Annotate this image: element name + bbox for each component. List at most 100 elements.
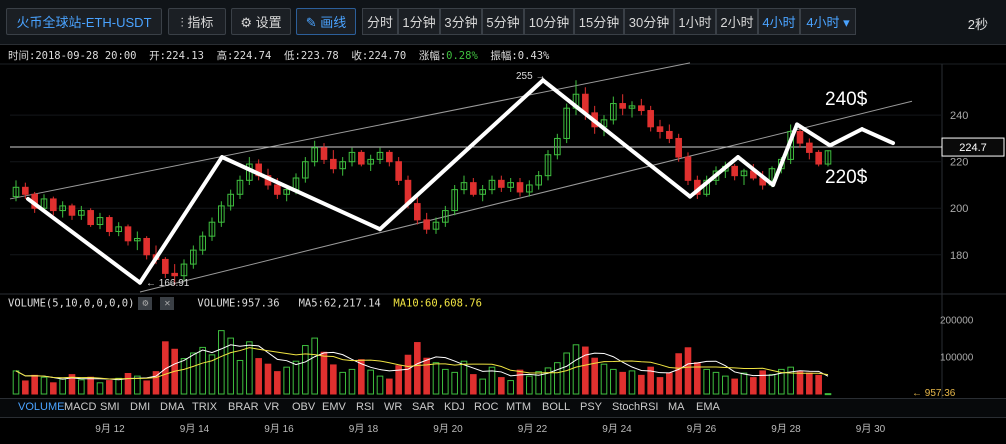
volume-bar <box>684 347 692 395</box>
period-label: 5分钟 <box>486 15 520 30</box>
volume-bar <box>208 354 216 395</box>
candle-body <box>171 272 178 277</box>
close-icon[interactable]: ✕ <box>160 297 175 310</box>
volume-bar <box>22 380 29 395</box>
period-tab-2[interactable]: 3分钟 <box>440 8 482 35</box>
volume-bar <box>703 368 710 395</box>
volume-bar <box>591 357 598 395</box>
candle-body <box>470 182 477 195</box>
candle-body <box>152 254 160 260</box>
indicator-tab-dmi[interactable]: DMI <box>130 401 151 413</box>
indicator-tab-trix[interactable]: TRIX <box>192 401 218 413</box>
draw-label: 画线 <box>320 15 347 30</box>
indicator-tab-macd[interactable]: MACD <box>64 401 97 413</box>
volume-tick-label: 200000 <box>940 315 974 326</box>
indicator-tab-ema[interactable]: EMA <box>696 401 720 413</box>
indicator-tab-roc[interactable]: ROC <box>474 401 499 413</box>
draw-button[interactable]: ✎ 画线 <box>296 8 356 35</box>
price-tick-label: 220 <box>950 157 968 169</box>
volume-bar <box>451 371 458 395</box>
volume-bar <box>535 371 542 395</box>
candle-body <box>320 147 328 160</box>
volume-bar <box>395 365 402 395</box>
volume-bar <box>40 376 48 395</box>
volume-ma10: MA10:60,608.76 <box>393 297 482 310</box>
indicator-tab-ma[interactable]: MA <box>668 401 685 413</box>
indicator-tab-mtm[interactable]: MTM <box>506 401 532 413</box>
period-tab-0[interactable]: 分时 <box>362 8 398 35</box>
period-tab-3[interactable]: 5分钟 <box>482 8 524 35</box>
indicator-tab-smi[interactable]: SMI <box>100 401 120 413</box>
trend-arrow-segment <box>688 155 740 199</box>
period-tab-4[interactable]: 10分钟 <box>524 8 574 35</box>
volume-bar <box>124 373 132 395</box>
indicator-tab-brar[interactable]: BRAR <box>228 401 259 413</box>
indicator-tab-emv[interactable]: EMV <box>322 401 346 413</box>
period-tab-8[interactable]: 2小时 <box>716 8 758 35</box>
indicator-tab-vr[interactable]: VR <box>264 401 280 413</box>
volume-bar <box>572 344 580 395</box>
volume-bar <box>526 375 533 395</box>
target-low-label: 220$ <box>825 167 868 188</box>
trend-arrow-segment <box>138 155 224 285</box>
symbol-selector[interactable]: 火币全球站-ETH-USDT <box>6 8 162 35</box>
volume-bar <box>675 353 682 395</box>
indicator-tab-dma[interactable]: DMA <box>160 401 185 413</box>
candle-body <box>694 179 701 195</box>
indicator-button[interactable]: ⫶ 指标 <box>168 8 226 35</box>
trend-arrow-segment <box>860 127 895 146</box>
volume-bar <box>134 375 141 395</box>
indicator-tab-sar[interactable]: SAR <box>412 401 435 413</box>
period-tab-5[interactable]: 15分钟 <box>574 8 624 35</box>
indicator-tab-obv[interactable]: OBV <box>292 401 316 413</box>
candle-body <box>190 249 197 265</box>
period-tab-1[interactable]: 1分钟 <box>398 8 440 35</box>
candle-body <box>22 186 29 195</box>
period-tab-7[interactable]: 1小时 <box>674 8 716 35</box>
indicator-tab-boll[interactable]: BOLL <box>542 401 571 413</box>
volume-bar <box>600 363 608 395</box>
volume-bar <box>731 378 738 395</box>
volume-bar <box>404 354 412 395</box>
volume-bar <box>778 368 785 395</box>
gear-icon[interactable]: ⚙ <box>138 297 153 310</box>
candle-body <box>535 175 542 186</box>
volume-bar <box>740 372 748 395</box>
trend-arrow-segment <box>220 155 382 232</box>
volume-bar <box>694 362 701 395</box>
candle-body <box>264 175 272 186</box>
volume-bar <box>143 380 150 395</box>
period-tab-9[interactable]: 4小时 <box>758 8 800 35</box>
candle-body <box>544 154 552 177</box>
refresh-clock: 2秒 <box>967 17 988 32</box>
period-tab-6[interactable]: 30分钟 <box>624 8 674 35</box>
period-tab-10[interactable]: 4小时 ▾ <box>800 8 856 35</box>
volume-bar <box>302 345 309 395</box>
candle-body <box>722 165 729 172</box>
volume-bar <box>96 382 104 395</box>
candle-body <box>442 210 449 223</box>
volume-bar <box>759 370 766 395</box>
volume-bar <box>171 348 178 395</box>
indicator-tab-volume[interactable]: VOLUME <box>18 401 65 413</box>
candle-body <box>106 217 113 233</box>
settings-button[interactable]: ⚙ 设置 <box>231 8 291 35</box>
indicator-tab-wr[interactable]: WR <box>384 401 403 413</box>
candle-body <box>600 119 608 128</box>
low-label: 低: <box>283 50 301 62</box>
candle-body <box>292 177 300 191</box>
time-label: 时间: <box>8 50 36 62</box>
volume-bar <box>227 337 234 395</box>
candle-body <box>40 198 48 209</box>
trend-arrow-segment <box>736 155 775 187</box>
volume-bar <box>656 377 664 395</box>
indicator-tab-kdj[interactable]: KDJ <box>444 401 465 413</box>
indicator-tab-stochrsi[interactable]: StochRSI <box>612 401 659 413</box>
indicator-tab-rsi[interactable]: RSI <box>356 401 375 413</box>
indicator-tab-psy[interactable]: PSY <box>580 401 603 413</box>
volume-bar <box>750 377 757 395</box>
volume-bar <box>320 351 328 395</box>
volume-bar <box>544 367 552 395</box>
candle-body <box>554 137 561 156</box>
candle-body <box>227 193 234 207</box>
